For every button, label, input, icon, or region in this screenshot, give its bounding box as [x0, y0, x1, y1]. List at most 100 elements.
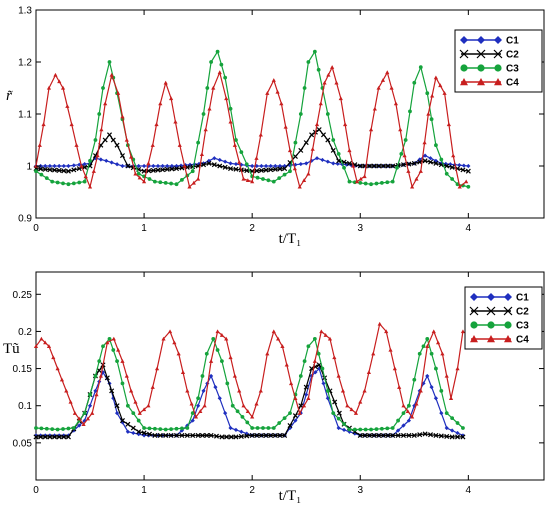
lower-point-c1	[321, 381, 326, 386]
upper-y-tick-label: 1	[26, 162, 32, 173]
lower-point-c3	[369, 427, 373, 432]
upper-point-c3	[450, 177, 455, 181]
upper-point-c3	[61, 181, 65, 186]
lower-point-c4	[288, 381, 294, 386]
lower-point-c2	[400, 432, 407, 438]
lower-point-c4	[105, 340, 110, 345]
lower-point-c4	[250, 414, 255, 419]
lower-point-c4	[150, 385, 155, 389]
lower-point-c3	[230, 403, 235, 408]
lower-x-tick-label: 1	[141, 485, 147, 496]
upper-point-c3	[209, 60, 213, 64]
upper-point-c4	[83, 174, 88, 179]
lower-point-c4	[133, 399, 138, 404]
upper-point-c4	[430, 93, 435, 98]
upper-point-c4	[457, 184, 462, 189]
lower-chart: 0 1 2 3 4 0.05 0.1 0.15 0.2 0.25 t/T₁ Tũ C1 C2 C3 C4	[3, 271, 545, 504]
upper-point-c3	[347, 179, 352, 184]
upper-point-c3	[412, 80, 417, 85]
upper-ticks-layer: 0 1 2 3 4 0.9 1 1.1 1.2 1.3	[18, 6, 544, 234]
lower-point-c1	[93, 388, 98, 393]
upper-point-c3	[39, 172, 44, 177]
upper-point-c2	[411, 160, 417, 166]
lower-point-c4	[172, 340, 177, 345]
upper-legend-marker-c2	[476, 49, 486, 59]
lower-legend-marker-c4	[470, 335, 478, 343]
upper-point-c4	[173, 119, 178, 124]
lower-point-c4	[59, 377, 65, 382]
lower-point-c1	[313, 370, 318, 375]
lower-point-c3	[288, 411, 292, 416]
upper-point-c4	[446, 122, 451, 127]
upper-point-c3	[374, 181, 379, 186]
lower-point-c2	[114, 403, 120, 409]
lower-point-c3	[235, 409, 240, 414]
upper-point-c3	[429, 117, 434, 122]
lower-point-c2	[199, 432, 205, 438]
lower-point-c3	[425, 336, 430, 341]
lower-point-c4	[224, 336, 229, 341]
upper-point-c2	[173, 166, 180, 172]
lower-point-c2	[38, 434, 44, 440]
lower-point-c4	[366, 370, 372, 374]
upper-point-c4	[326, 72, 331, 77]
lower-point-c2	[357, 432, 363, 438]
lower-point-c1	[425, 373, 430, 379]
upper-point-c1	[309, 158, 314, 163]
lower-x-tick-label: 2	[249, 485, 255, 496]
upper-point-c4	[245, 178, 250, 182]
lower-legend-label-c4: C4	[516, 335, 529, 346]
upper-point-c2	[376, 163, 382, 169]
upper-point-c3	[298, 112, 303, 116]
upper-point-c4	[69, 122, 74, 127]
upper-point-c4	[265, 91, 270, 95]
upper-point-c2	[38, 166, 44, 172]
upper-x-axis-label: t/T₁	[279, 231, 302, 247]
upper-point-c2	[320, 132, 327, 138]
upper-point-c4	[41, 122, 46, 127]
lower-point-c4	[33, 344, 39, 348]
upper-point-c1	[457, 163, 462, 168]
upper-point-c3	[408, 109, 412, 114]
upper-point-c2	[169, 166, 175, 172]
lower-series-layer	[33, 321, 466, 440]
lower-point-c2	[292, 413, 298, 419]
upper-point-c4	[182, 163, 187, 168]
upper-point-c1	[155, 163, 161, 169]
lower-point-c4	[141, 407, 147, 412]
lower-point-c3	[342, 422, 346, 426]
upper-point-c1	[433, 158, 439, 163]
lower-point-c4	[120, 359, 125, 363]
upper-point-c3	[101, 86, 105, 90]
lower-point-c2	[395, 432, 401, 438]
lower-legend-marker-c1	[504, 293, 512, 301]
lower-y-tick-label: 0.15	[13, 364, 33, 375]
upper-point-c3	[107, 60, 112, 64]
upper-point-c4	[347, 148, 352, 153]
lower-point-c4	[358, 399, 363, 404]
upper-legend-label-c4: C4	[506, 78, 519, 89]
upper-point-c3	[147, 177, 152, 181]
upper-point-c2	[254, 168, 260, 174]
lower-point-c3	[336, 416, 341, 421]
upper-point-c2	[325, 137, 331, 143]
lower-point-c2	[277, 432, 283, 438]
lower-point-c1	[47, 433, 52, 438]
upper-point-c2	[160, 167, 166, 173]
lower-y-tick-label: 0.2	[18, 327, 32, 338]
upper-point-c2	[42, 166, 48, 172]
lower-point-c3	[50, 427, 55, 432]
upper-point-c2	[184, 164, 190, 170]
upper-point-c4	[398, 127, 403, 132]
upper-point-c3	[153, 179, 157, 184]
lower-point-c2	[208, 432, 214, 438]
lower-point-c4	[72, 411, 78, 415]
lower-y-tick-label: 0.1	[18, 401, 32, 412]
lower-point-c3	[320, 366, 325, 371]
upper-point-c4	[87, 184, 93, 189]
lower-point-c3	[434, 366, 438, 371]
upper-point-c2	[371, 163, 377, 169]
lower-point-c4	[129, 388, 134, 393]
lower-point-c4	[319, 329, 324, 334]
upper-series-c4	[33, 65, 469, 189]
